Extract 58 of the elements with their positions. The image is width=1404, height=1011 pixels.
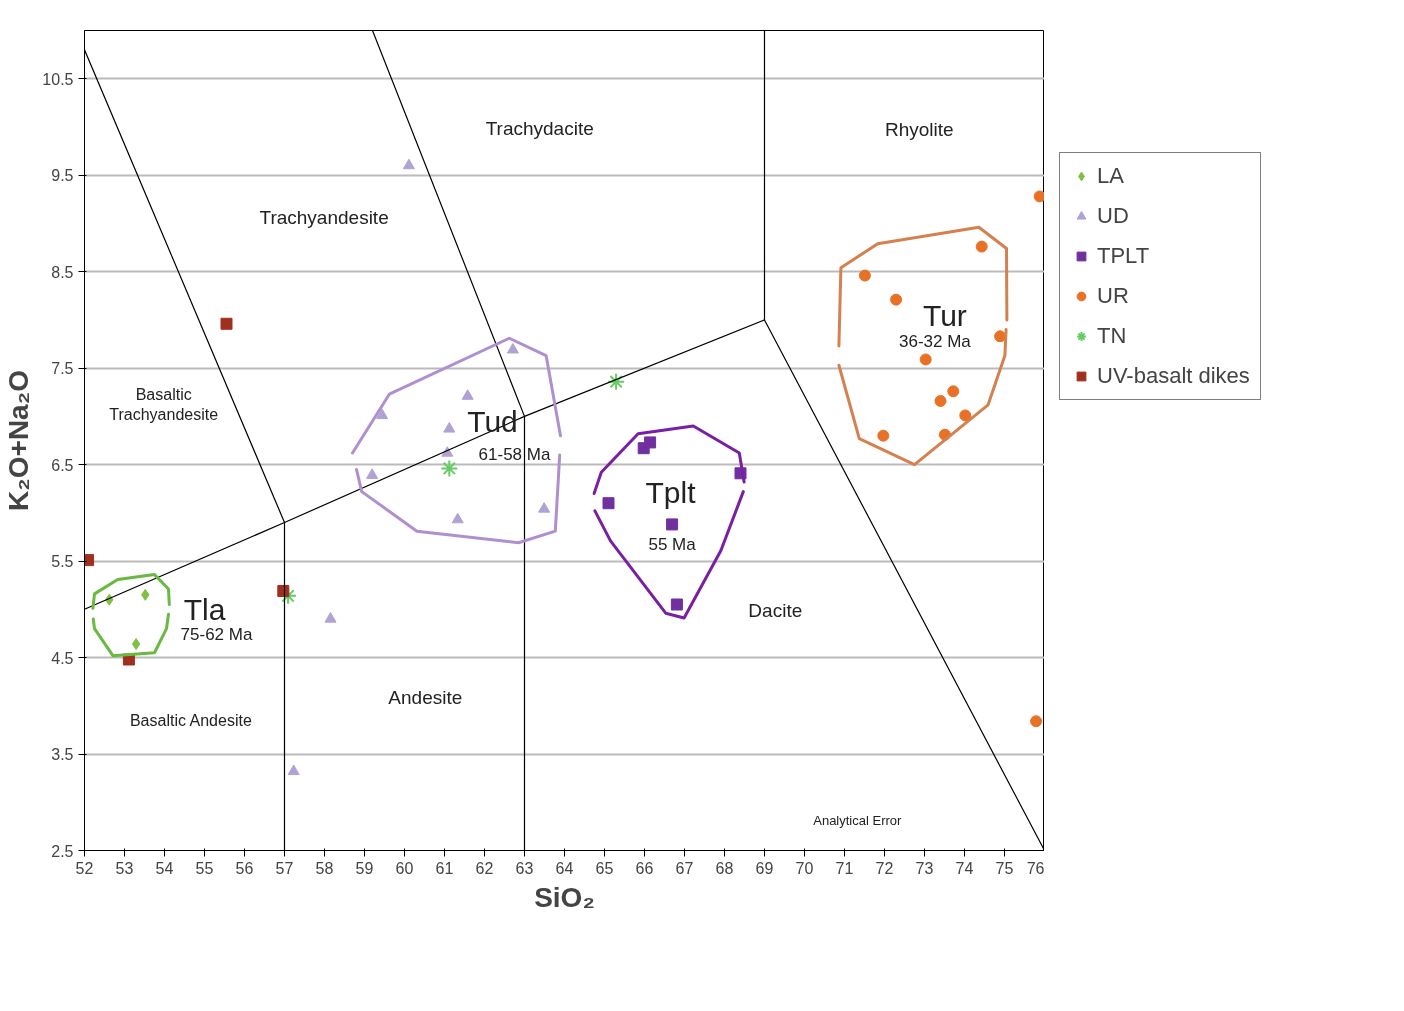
x-tick-label: 72 bbox=[875, 859, 894, 877]
y-tick-label: 5.5 bbox=[51, 553, 74, 571]
x-tick-label: 70 bbox=[795, 859, 814, 877]
x-tick-label: 66 bbox=[635, 859, 654, 877]
x-tick-label: 74 bbox=[955, 859, 974, 877]
y-tick-label: 2.5 bbox=[51, 842, 74, 860]
x-tick-label: 53 bbox=[115, 859, 134, 877]
x-tick-label: 55 bbox=[195, 859, 214, 877]
annotation: Tud bbox=[467, 404, 518, 438]
annotation: 61-58 Ma bbox=[478, 445, 551, 465]
annotation: Andesite bbox=[388, 686, 463, 708]
annotation: Trachyandesite bbox=[259, 207, 389, 229]
annotation: Basaltic Trachyandesite bbox=[109, 386, 219, 424]
y-axis-title: K₂O+Na₂O bbox=[3, 370, 35, 511]
annotation: 75-62 Ma bbox=[180, 624, 253, 644]
x-tick-label: 54 bbox=[155, 859, 174, 877]
annotation: 36-32 Ma bbox=[898, 331, 972, 351]
x-axis-title: SiO₂ bbox=[534, 881, 595, 913]
y-tick-label: 8.5 bbox=[51, 263, 74, 281]
legend-label: UR bbox=[1097, 283, 1129, 309]
x-tick-label: 61 bbox=[435, 859, 454, 877]
x-tick-label: 69 bbox=[755, 859, 774, 877]
y-tick-label: 4.5 bbox=[51, 649, 74, 667]
annotation: Rhyolite bbox=[884, 119, 954, 141]
x-tick-label: 63 bbox=[515, 859, 534, 877]
annotation: Basaltic Andesite bbox=[129, 711, 252, 729]
x-tick-label: 73 bbox=[915, 859, 934, 877]
y-tick-label: 6.5 bbox=[51, 456, 74, 474]
x-tick-label: 76 bbox=[1026, 859, 1045, 877]
legend-label: LA bbox=[1097, 163, 1124, 189]
x-tick-label: 67 bbox=[675, 859, 694, 877]
x-tick-label: 65 bbox=[595, 859, 614, 877]
annotation: Tur bbox=[922, 298, 967, 332]
x-tick-label: 52 bbox=[75, 859, 94, 877]
x-tick-label: 62 bbox=[475, 859, 494, 877]
y-tick-label: 10.5 bbox=[42, 70, 74, 88]
annotation: Trachydacite bbox=[485, 118, 594, 140]
legend-label: TN bbox=[1097, 323, 1127, 349]
x-tick-label: 59 bbox=[355, 859, 374, 877]
x-tick-label: 75 bbox=[995, 859, 1014, 877]
annotation: Dacite bbox=[748, 599, 803, 621]
x-tick-label: 57 bbox=[275, 859, 294, 877]
y-tick-label: 7.5 bbox=[51, 360, 74, 378]
annotation: 55 Ma bbox=[648, 535, 697, 555]
annotation: Tla bbox=[183, 592, 226, 626]
legend-label: UV-basalt dikes bbox=[1097, 363, 1250, 389]
y-tick-label: 3.5 bbox=[51, 746, 74, 764]
x-tick-label: 64 bbox=[555, 859, 574, 877]
x-tick-label: 58 bbox=[315, 859, 334, 877]
x-tick-label: 56 bbox=[235, 859, 254, 877]
x-tick-label: 60 bbox=[395, 859, 414, 877]
y-tick-label: 9.5 bbox=[51, 167, 74, 185]
annotation: Tplt bbox=[645, 476, 697, 510]
annotation: Analytical Error bbox=[813, 813, 903, 829]
x-tick-label: 71 bbox=[835, 859, 854, 877]
legend-label: UD bbox=[1097, 203, 1129, 229]
legend-label: TPLT bbox=[1097, 243, 1150, 269]
x-tick-label: 68 bbox=[715, 859, 734, 877]
